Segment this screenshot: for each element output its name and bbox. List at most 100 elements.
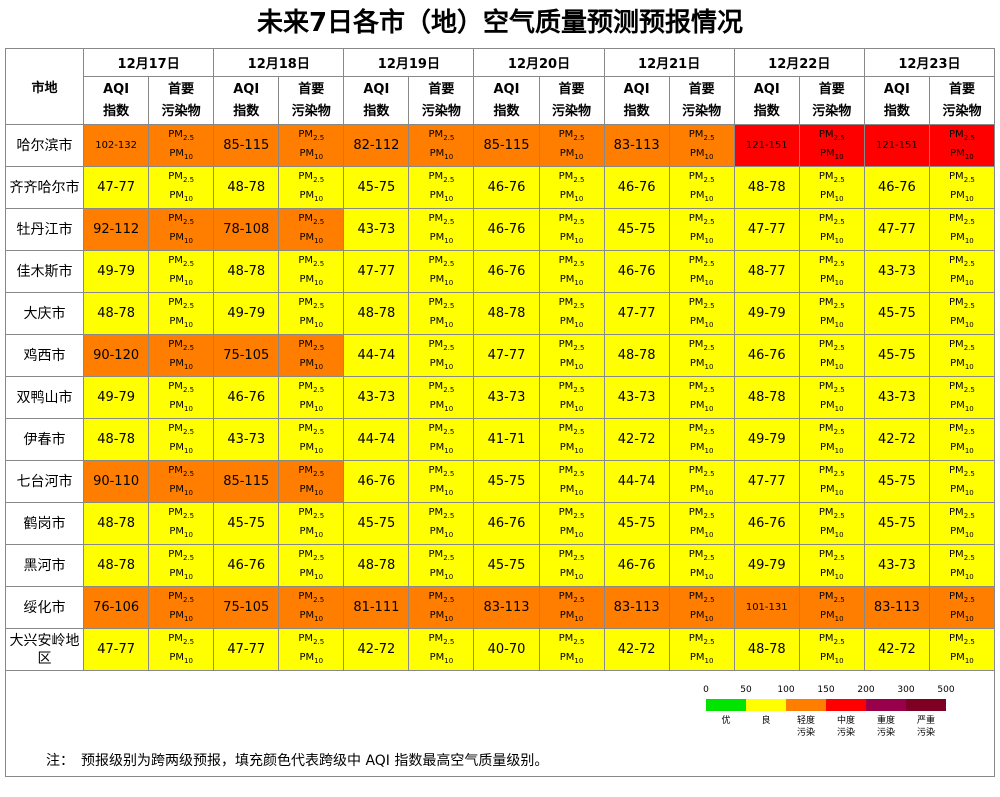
- sub-header-row: AQI 指数 首要 污染物 AQI 指数 首要 污染物 AQI 指数 首要 污染物 AQI 指数 首要 污染物…: [6, 76, 996, 125]
- pollutant-name: PM10: [820, 609, 844, 623]
- pollutant-name: PM2.5: [168, 380, 195, 394]
- pollutant: PM2.5 PM10: [148, 628, 215, 671]
- pollutant-name: PM10: [950, 357, 974, 371]
- pollutant-name: PM10: [169, 357, 193, 371]
- header-line: 污染物: [421, 103, 461, 119]
- aqi-range: 45-75: [863, 292, 930, 335]
- aqi-range: 42-72: [863, 628, 930, 671]
- aqi-range: 121-151: [863, 124, 930, 167]
- pollutant-name: PM10: [169, 399, 193, 413]
- pollutant: PM2.5 PM10: [668, 628, 735, 671]
- city: 双鸭山市: [4, 376, 85, 419]
- pollutant: PM2.5 PM10: [668, 166, 735, 209]
- pollutant: PM2.5 PM10: [278, 376, 345, 419]
- pollutant-name: PM2.5: [298, 254, 325, 268]
- pollutant-name: PM2.5: [428, 548, 455, 562]
- pollutant: PM2.5 PM10: [538, 544, 605, 587]
- legend-swatch: [706, 699, 746, 711]
- pollutant-name: PM10: [169, 483, 193, 497]
- pollutant-name: PM10: [820, 147, 844, 161]
- pollutant-name: PM2.5: [298, 380, 325, 394]
- legend-tick: 0: [703, 685, 709, 695]
- aqi-range: 42-72: [343, 628, 410, 671]
- pollutant: PM2.5 PM10: [928, 208, 996, 251]
- data-row: 黑河市 48-78 PM2.5 PM10 46-76 PM2.5 PM10 48-78 PM2.…: [4, 544, 996, 587]
- aqi-header: AQI 指数: [733, 76, 800, 125]
- aqi-range: 48-78: [733, 628, 800, 671]
- pollutant-name: PM2.5: [818, 590, 845, 604]
- legend-tick: 50: [740, 685, 752, 695]
- aqi-range: 75-105: [213, 586, 280, 629]
- aqi-range: 45-75: [343, 502, 410, 545]
- data-row: 齐齐哈尔市 47-77 PM2.5 PM10 48-78 PM2.5 PM10 45-75 PM…: [4, 166, 996, 209]
- data-row: 佳木斯市 49-79 PM2.5 PM10 48-78 PM2.5 PM10 47-77 PM2…: [4, 250, 996, 293]
- pollutant-name: PM10: [689, 525, 714, 539]
- pollutant-name: PM2.5: [558, 296, 585, 310]
- pollutant-name: PM2.5: [949, 338, 975, 352]
- pollutant: PM2.5 PM10: [538, 460, 605, 503]
- date-header: 12月21日: [603, 48, 735, 77]
- date-header: 12月17日: [83, 48, 215, 77]
- pollutant-name: PM2.5: [949, 422, 975, 436]
- pollutant-name: PM2.5: [168, 506, 195, 520]
- pollutant: PM2.5 PM10: [408, 250, 475, 293]
- pollutant-name: PM10: [689, 315, 714, 329]
- city: 大庆市: [4, 292, 85, 335]
- pollutant-name: PM10: [429, 525, 454, 539]
- pollutant-name: PM10: [950, 483, 974, 497]
- city: 齐齐哈尔市: [4, 166, 85, 209]
- pollutant-name: PM2.5: [818, 212, 845, 226]
- aqi-range: 42-72: [603, 628, 670, 671]
- pollutant-name: PM10: [559, 189, 584, 203]
- aqi-range: 43-73: [473, 376, 540, 419]
- pollutant-name: PM2.5: [688, 254, 715, 268]
- aqi-range: 81-111: [343, 586, 410, 629]
- pollutant-name: PM2.5: [558, 590, 585, 604]
- pollutant-name: PM10: [299, 525, 324, 539]
- header-line: 首要: [818, 81, 845, 97]
- pollutant: PM2.5 PM10: [408, 292, 475, 335]
- pollutant-name: PM2.5: [688, 464, 715, 478]
- pollutant-name: PM2.5: [949, 632, 975, 646]
- pollutant: PM2.5 PM10: [798, 460, 865, 503]
- pollutant-name: PM10: [689, 399, 714, 413]
- pollutant-name: PM10: [169, 189, 193, 203]
- pollutant-name: PM10: [559, 231, 584, 245]
- pollutant-name: PM2.5: [298, 632, 325, 646]
- aqi-range: 101-131: [733, 586, 800, 629]
- aqi-range: 76-106: [83, 586, 150, 629]
- pollutant: PM2.5 PM10: [928, 544, 996, 587]
- city: 伊春市: [4, 418, 85, 461]
- pollutant-name: PM10: [299, 609, 324, 623]
- pollutant-name: PM2.5: [168, 338, 195, 352]
- pollutant: PM2.5 PM10: [408, 628, 475, 671]
- pollutant-name: PM10: [429, 315, 454, 329]
- pollutant-name: PM2.5: [298, 548, 325, 562]
- pollutant: PM2.5 PM10: [668, 292, 735, 335]
- pollutant: PM2.5 PM10: [538, 124, 605, 167]
- pollutant-name: PM2.5: [558, 212, 585, 226]
- aqi-range: 47-77: [733, 460, 800, 503]
- legend-label: 优: [721, 716, 731, 726]
- pollutant-name: PM10: [950, 231, 974, 245]
- pollutant-name: PM10: [820, 441, 844, 455]
- legend-swatch: [746, 699, 786, 711]
- header-line: AQI: [623, 81, 650, 97]
- pollutant-name: PM10: [559, 273, 584, 287]
- aqi-range: 46-76: [733, 502, 800, 545]
- header-line: 首要: [428, 81, 455, 97]
- pollutant: PM2.5 PM10: [668, 418, 735, 461]
- pollutant-name: PM2.5: [428, 380, 455, 394]
- legend-label: 严重污染: [917, 716, 936, 738]
- pollutant-name: PM2.5: [688, 590, 715, 604]
- pollutant-header: 首要 污染物: [148, 76, 215, 125]
- pollutant-name: PM2.5: [168, 422, 195, 436]
- pollutant-name: PM10: [429, 567, 454, 581]
- pollutant-name: PM2.5: [688, 380, 715, 394]
- pollutant-name: PM10: [429, 441, 454, 455]
- pollutant-name: PM2.5: [298, 338, 325, 352]
- pollutant-name: PM2.5: [818, 548, 845, 562]
- legend-label: 重度污染: [877, 716, 896, 738]
- pollutant-name: PM10: [429, 147, 454, 161]
- aqi-range: 75-105: [213, 334, 280, 377]
